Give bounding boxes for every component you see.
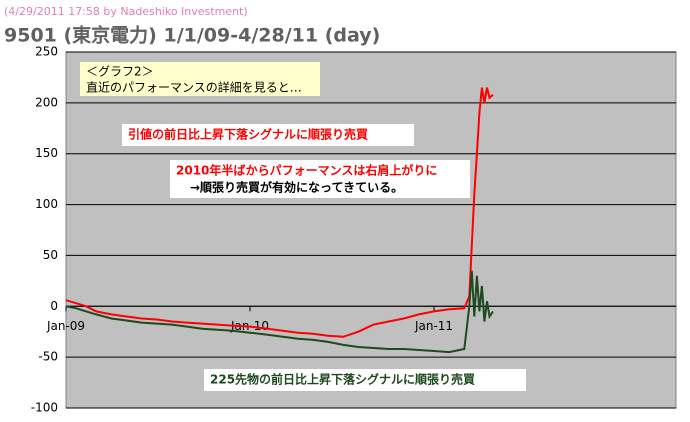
y-tick-label: -100 bbox=[31, 401, 58, 415]
y-tick-label: -50 bbox=[38, 350, 58, 364]
header: (4/29/2011 17:58 by Nadeshiko Investment… bbox=[4, 5, 248, 18]
annotation: →順張り売買が有効になってきている。 bbox=[190, 180, 403, 195]
label-box bbox=[204, 369, 526, 391]
plot-area bbox=[65, 51, 677, 409]
y-tick-label: 50 bbox=[43, 248, 58, 262]
x-tick-label: Jan-09 bbox=[46, 319, 85, 333]
y-tick-label: 200 bbox=[35, 95, 58, 109]
series-line bbox=[65, 270, 494, 354]
y-tick-label: 150 bbox=[35, 146, 58, 160]
y-tick-label: 0 bbox=[50, 299, 58, 313]
note-box bbox=[80, 62, 320, 96]
annotation: 2010年半ばからパフォーマンスは右肩上がりに bbox=[176, 163, 437, 178]
series-line bbox=[65, 87, 494, 338]
label-box bbox=[170, 160, 470, 198]
y-tick-label: 100 bbox=[35, 197, 58, 211]
x-tick-label: Jan-11 bbox=[414, 319, 453, 333]
label-box bbox=[122, 124, 414, 146]
y-tick-label: 250 bbox=[35, 45, 58, 59]
series-label: 225先物の前日比上昇下落シグナルに順張り売買 bbox=[210, 372, 475, 387]
annotation: ＜グラフ2＞ bbox=[86, 65, 154, 79]
annotation: 直近のパフォーマンスの詳細を見ると… bbox=[86, 80, 302, 95]
chart-title: 9501 (東京電力) 1/1/09-4/28/11 (day) bbox=[4, 24, 380, 47]
series-label: 引値の前日比上昇下落シグナルに順張り売買 bbox=[128, 127, 368, 142]
